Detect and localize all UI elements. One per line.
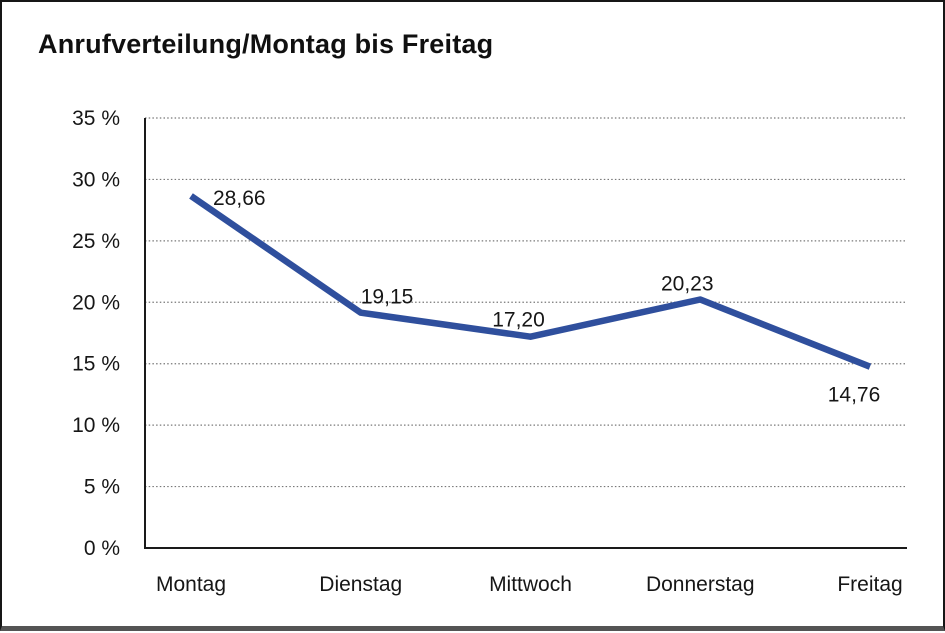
y-tick-label: 0 % <box>84 537 120 560</box>
data-point-label: 19,15 <box>361 286 414 309</box>
y-tick-label: 25 % <box>72 230 120 253</box>
data-point-label: 14,76 <box>828 384 881 407</box>
data-point-label: 17,20 <box>492 309 545 332</box>
y-tick-label: 5 % <box>84 476 120 499</box>
x-tick-label: Dienstag <box>319 573 402 596</box>
x-tick-label: Donnerstag <box>646 573 755 596</box>
y-tick-label: 10 % <box>72 414 120 437</box>
trend-line <box>189 193 872 370</box>
y-tick-label: 20 % <box>72 291 120 314</box>
y-tick-label: 35 % <box>72 107 120 130</box>
y-tick-label: 30 % <box>72 168 120 191</box>
x-tick-label: Mittwoch <box>489 573 572 596</box>
data-point-label: 20,23 <box>661 272 714 295</box>
data-point-label: 28,66 <box>213 187 266 210</box>
x-tick-label: Montag <box>156 573 226 596</box>
x-tick-label: Freitag <box>837 573 902 596</box>
chart-title: Anrufverteilung/Montag bis Freitag <box>38 29 494 59</box>
y-tick-label: 15 % <box>72 353 120 376</box>
